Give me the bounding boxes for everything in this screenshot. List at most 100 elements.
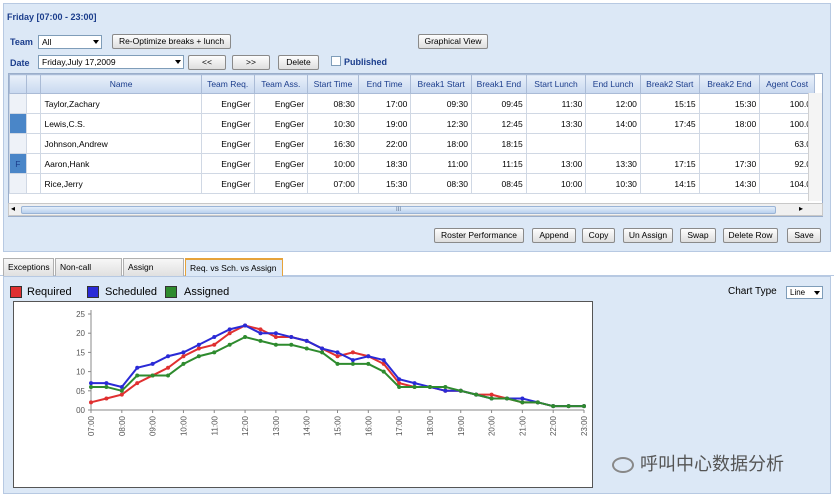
table-row[interactable]: Taylor,Zachary EngGer EngGer 08:30 17:00 09:3… [9, 93, 822, 114]
table-cell[interactable]: EngGer [253, 153, 309, 174]
table-cell[interactable]: 10:00 [525, 173, 587, 194]
table-cell[interactable]: 11:30 [525, 93, 587, 114]
graphical-view-button[interactable]: Graphical View [418, 34, 488, 49]
agent-name-cell[interactable]: Taylor,Zachary [40, 93, 202, 114]
table-cell[interactable] [525, 133, 587, 154]
row-selector[interactable] [9, 173, 27, 194]
table-cell[interactable] [639, 133, 700, 154]
agent-name-cell[interactable]: Aaron,Hank [40, 153, 202, 174]
col-header[interactable]: End Lunch [585, 74, 641, 94]
col-header[interactable]: Agent Cost [759, 74, 815, 94]
table-cell[interactable]: 13:00 [525, 153, 587, 174]
table-row[interactable]: F Aaron,Hank EngGer EngGer 10:00 18:30 11:00 11… [9, 153, 822, 174]
table-cell[interactable]: 13:30 [525, 113, 587, 134]
agent-name-cell[interactable]: Johnson,Andrew [40, 133, 202, 154]
col-header[interactable]: Start Lunch [525, 74, 587, 94]
table-cell[interactable]: 18:15 [470, 133, 527, 154]
table-cell[interactable]: 17:30 [698, 153, 761, 174]
copy-button[interactable]: Copy [582, 228, 615, 243]
agent-name-cell[interactable]: Rice,Jerry [40, 173, 202, 194]
table-cell[interactable]: 10:30 [585, 173, 641, 194]
table-cell[interactable]: 14:15 [639, 173, 700, 194]
table-cell[interactable]: EngGer [253, 113, 309, 134]
table-cell[interactable]: 11:15 [470, 153, 527, 174]
table-cell[interactable]: EngGer [253, 133, 309, 154]
reoptimize-button[interactable]: Re-Optimize breaks + lunch [112, 34, 231, 49]
table-cell[interactable]: 92.0 [759, 153, 815, 174]
row-selector[interactable] [9, 133, 27, 154]
table-cell[interactable]: 14:00 [585, 113, 641, 134]
table-cell[interactable]: 12:00 [585, 93, 641, 114]
append-button[interactable]: Append [532, 228, 576, 243]
table-cell[interactable]: 09:30 [410, 93, 472, 114]
grid-horizontal-scrollbar[interactable]: ◂ III ▸ [8, 203, 823, 216]
team-select[interactable]: All [38, 35, 102, 49]
table-cell[interactable]: 12:45 [470, 113, 527, 134]
table-cell[interactable]: EngGer [200, 113, 255, 134]
scroll-right-icon[interactable]: ▸ [799, 204, 804, 213]
table-cell[interactable] [585, 133, 641, 154]
table-cell[interactable]: 15:30 [698, 93, 761, 114]
scroll-thumb[interactable]: III [21, 206, 776, 214]
table-cell[interactable]: 18:30 [357, 153, 412, 174]
table-cell[interactable]: EngGer [200, 173, 255, 194]
col-header[interactable]: End Time [357, 74, 412, 94]
delete-button[interactable]: Delete [278, 55, 319, 70]
table-cell[interactable]: 17:15 [639, 153, 700, 174]
table-cell[interactable]: 08:30 [307, 93, 359, 114]
prev-day-button[interactable]: << [188, 55, 226, 70]
table-cell[interactable]: 12:30 [410, 113, 472, 134]
col-header[interactable]: Break2 End [698, 74, 761, 94]
published-checkbox[interactable] [331, 56, 341, 66]
chart-type-select[interactable]: Line [786, 286, 823, 299]
header-select-cell[interactable] [9, 74, 27, 94]
table-cell[interactable]: 13:30 [585, 153, 641, 174]
col-header[interactable]: Break1 End [470, 74, 527, 94]
grid-vertical-scrollbar[interactable] [808, 93, 822, 201]
table-cell[interactable]: 07:00 [307, 173, 359, 194]
col-header[interactable]: Team Ass. [253, 74, 309, 94]
table-cell[interactable]: EngGer [200, 133, 255, 154]
table-cell[interactable]: 15:30 [357, 173, 412, 194]
col-header[interactable]: Break1 Start [410, 74, 472, 94]
table-cell[interactable]: 09:45 [470, 93, 527, 114]
table-cell[interactable]: 18:00 [698, 113, 761, 134]
save-button[interactable]: Save [787, 228, 821, 243]
col-header[interactable]: Team Req. [200, 74, 255, 94]
next-day-button[interactable]: >> [232, 55, 270, 70]
row-selector[interactable] [9, 93, 27, 114]
tab-req-vs-sch-vs-assign[interactable]: Req. vs Sch. vs Assign [185, 258, 283, 276]
table-cell[interactable] [698, 133, 761, 154]
table-cell[interactable]: 100.0 [759, 93, 815, 114]
table-cell[interactable]: 22:00 [357, 133, 412, 154]
table-cell[interactable]: EngGer [200, 93, 255, 114]
table-row[interactable]: Johnson,Andrew EngGer EngGer 16:30 22:00 18:0… [9, 133, 822, 154]
row-selector[interactable]: F [9, 153, 27, 174]
row-selector[interactable] [9, 113, 27, 134]
scroll-left-icon[interactable]: ◂ [11, 204, 16, 213]
roster-performance-button[interactable]: Roster Performance [434, 228, 524, 243]
table-cell[interactable]: 08:30 [410, 173, 472, 194]
table-cell[interactable]: 15:15 [639, 93, 700, 114]
table-cell[interactable]: EngGer [200, 153, 255, 174]
table-cell[interactable]: 18:00 [410, 133, 472, 154]
table-cell[interactable]: 17:45 [639, 113, 700, 134]
table-row[interactable]: Rice,Jerry EngGer EngGer 07:00 15:30 08:30 08:… [9, 173, 822, 194]
tab-non-call-roster[interactable]: Non-call Roster [55, 258, 122, 288]
col-header[interactable]: Name [40, 74, 202, 94]
table-cell[interactable]: 100.0 [759, 113, 815, 134]
col-header[interactable]: Break2 Start [639, 74, 700, 94]
col-header[interactable]: Start Time [307, 74, 359, 94]
agent-name-cell[interactable]: Lewis,C.S. [40, 113, 202, 134]
unassign-button[interactable]: Un Assign [623, 228, 673, 243]
tab-assign-option[interactable]: Assign Option [123, 258, 184, 288]
swap-button[interactable]: Swap [680, 228, 716, 243]
table-cell[interactable]: 08:45 [470, 173, 527, 194]
table-cell[interactable]: 19:00 [357, 113, 412, 134]
table-row[interactable]: Lewis,C.S. EngGer EngGer 10:30 19:00 12:30 12:… [9, 113, 822, 134]
table-cell[interactable]: 10:30 [307, 113, 359, 134]
table-cell[interactable]: 16:30 [307, 133, 359, 154]
date-select[interactable]: Friday,July 17,2009 [38, 55, 184, 69]
delete-row-button[interactable]: Delete Row [723, 228, 778, 243]
table-cell[interactable]: EngGer [253, 173, 309, 194]
